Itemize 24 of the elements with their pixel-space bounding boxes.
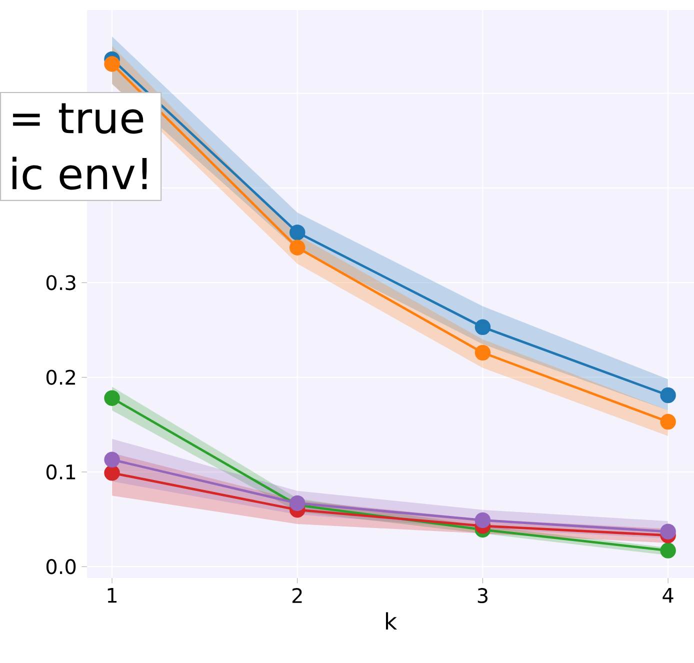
point — [290, 240, 306, 256]
x-tick-label: 1 — [108, 588, 117, 603]
point — [104, 56, 120, 72]
point — [660, 414, 676, 430]
annotation: ic env! — [12, 156, 147, 190]
point — [474, 344, 491, 361]
y-tick-label: 0.3 — [46, 275, 76, 290]
annotation: = true — [13, 103, 144, 134]
point — [290, 224, 306, 240]
y-tick-label: 0.2 — [46, 370, 75, 385]
point — [104, 452, 120, 468]
point — [660, 387, 676, 404]
point — [104, 390, 120, 406]
x-tick-label: 2 — [292, 588, 302, 603]
y-tick-label: 0.1 — [46, 464, 76, 480]
point — [474, 319, 491, 335]
x-tick-label: 4 — [662, 588, 674, 603]
y-tick-label: 0.0 — [46, 559, 76, 574]
point — [660, 542, 676, 558]
point — [474, 512, 491, 528]
x-axis-title: k — [386, 612, 398, 630]
point — [660, 524, 676, 540]
x-tick-label: 3 — [478, 588, 488, 604]
point — [104, 465, 120, 481]
